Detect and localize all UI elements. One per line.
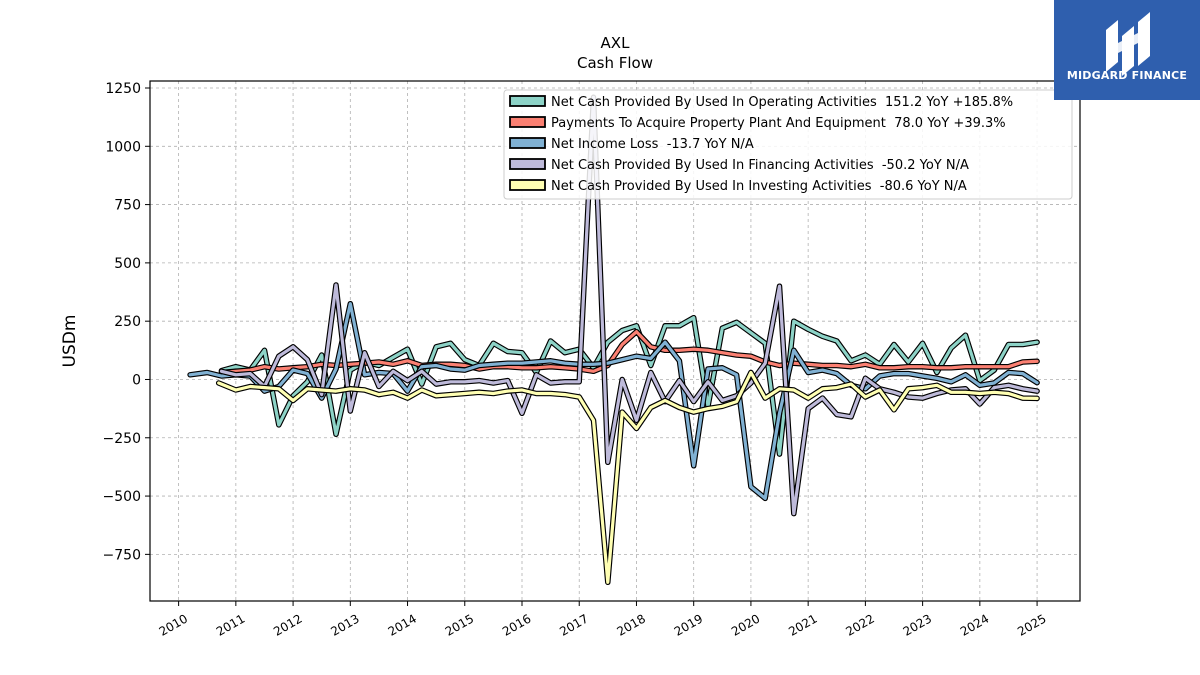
legend-box [503, 89, 1073, 200]
series-line-4 [217, 370, 1039, 584]
x-tick-label: 2014 [386, 611, 419, 638]
x-tick-label: 2023 [901, 611, 934, 638]
series-group [187, 94, 1040, 586]
x-tick-label: 2019 [672, 611, 705, 638]
y-tick-label: 500 [114, 256, 141, 272]
y-tick-label: −750 [103, 547, 141, 563]
y-tick-label: −250 [103, 431, 141, 447]
plot-frame [149, 80, 1081, 602]
x-tick-label: 2022 [843, 611, 876, 638]
series-outline-2 [187, 300, 1040, 502]
y-ticks: −750 −500 −250 0 250 500 750 1000 1250 [103, 81, 150, 563]
x-tick-label: 2024 [958, 611, 991, 638]
x-tick-label: 2020 [729, 611, 762, 638]
y-tick-label: 1250 [105, 81, 141, 97]
x-tick-label: 2011 [214, 611, 247, 638]
x-tick-label: 2018 [615, 611, 648, 638]
x-tick-label: 2017 [557, 611, 590, 638]
legend-label: Net Cash Provided By Used In Financing A… [551, 158, 969, 173]
x-ticks: 2010 2011 2012 2013 2014 2015 2016 2017 2018 2019… [157, 601, 1049, 639]
legend-label: Net Income Loss -13.7 YoY N/A [551, 137, 754, 152]
brand-name: MIDGARD FINANCE [1066, 69, 1188, 82]
legend: Net Cash Provided By Used In Operating A… [503, 89, 1073, 200]
legend-swatch [509, 179, 546, 191]
legend-label: Net Cash Provided By Used In Operating A… [551, 95, 1013, 110]
brand-logo: MIDGARD FINANCE [1054, 0, 1200, 100]
x-tick-label: 2010 [157, 611, 190, 638]
legend-swatch [509, 116, 546, 128]
y-axis-label: USDm [60, 315, 80, 368]
legend-label: Payments To Acquire Property Plant And E… [551, 116, 1006, 131]
x-tick-label: 2021 [786, 611, 819, 638]
x-tick-label: 2025 [1015, 611, 1048, 638]
legend-swatch [509, 158, 546, 170]
x-tick-label: 2015 [443, 611, 476, 638]
x-tick-label: 2012 [271, 611, 304, 638]
legend-label: Net Cash Provided By Used In Investing A… [551, 179, 967, 194]
x-tick-label: 2013 [328, 611, 361, 638]
x-tick-label: 2016 [500, 611, 533, 638]
series-line-2 [188, 302, 1039, 500]
y-tick-label: 1000 [105, 139, 141, 155]
y-tick-label: 250 [114, 314, 141, 330]
y-tick-label: 0 [132, 372, 141, 388]
legend-swatch [509, 95, 546, 107]
chart-title: AXL [601, 34, 631, 52]
legend-swatch [509, 137, 546, 149]
y-tick-label: −500 [103, 489, 141, 505]
y-tick-label: 750 [114, 198, 141, 214]
midgard-logo-icon [1106, 12, 1150, 76]
series-line-1 [219, 330, 1039, 375]
chart-subtitle: Cash Flow [577, 54, 653, 72]
